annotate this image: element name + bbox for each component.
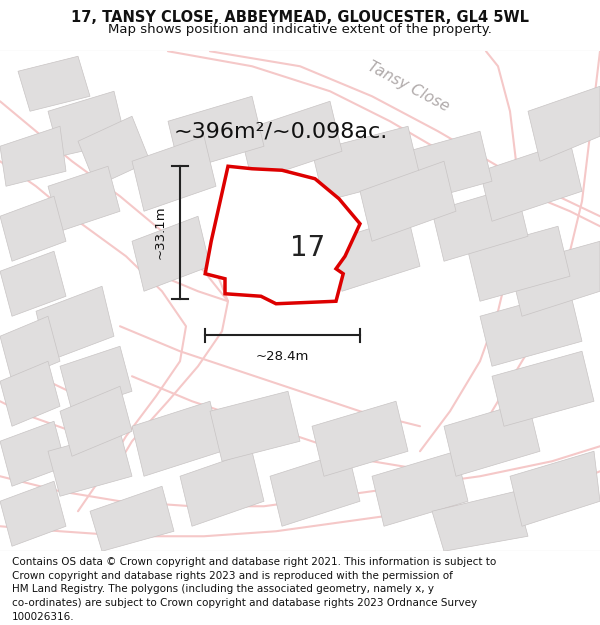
Polygon shape <box>480 141 582 221</box>
Polygon shape <box>372 451 468 526</box>
Polygon shape <box>0 251 66 316</box>
Polygon shape <box>390 131 492 206</box>
Polygon shape <box>78 116 150 186</box>
Polygon shape <box>205 166 360 304</box>
Polygon shape <box>0 196 66 261</box>
Text: ~33.1m: ~33.1m <box>154 206 167 259</box>
Text: 17, TANSY CLOSE, ABBEYMEAD, GLOUCESTER, GL4 5WL: 17, TANSY CLOSE, ABBEYMEAD, GLOUCESTER, … <box>71 10 529 25</box>
Polygon shape <box>480 291 582 366</box>
Text: Map shows position and indicative extent of the property.: Map shows position and indicative extent… <box>108 23 492 36</box>
Polygon shape <box>90 486 174 551</box>
Polygon shape <box>60 346 132 411</box>
Polygon shape <box>528 86 600 161</box>
Polygon shape <box>240 101 342 181</box>
Text: Contains OS data © Crown copyright and database right 2021. This information is : Contains OS data © Crown copyright and d… <box>12 557 496 621</box>
Polygon shape <box>444 401 540 476</box>
Polygon shape <box>228 206 312 281</box>
Polygon shape <box>432 186 528 261</box>
Polygon shape <box>60 386 132 456</box>
Polygon shape <box>312 126 420 201</box>
Polygon shape <box>168 96 264 171</box>
Polygon shape <box>330 216 420 291</box>
Polygon shape <box>0 361 60 426</box>
Polygon shape <box>210 391 300 461</box>
Text: Tansy Close: Tansy Close <box>365 59 451 114</box>
Polygon shape <box>0 481 66 546</box>
Polygon shape <box>18 56 90 111</box>
Polygon shape <box>492 351 594 426</box>
Polygon shape <box>510 241 600 316</box>
Polygon shape <box>48 166 120 231</box>
Text: ~396m²/~0.098ac.: ~396m²/~0.098ac. <box>174 121 388 141</box>
Polygon shape <box>180 451 264 526</box>
Polygon shape <box>132 401 222 476</box>
Polygon shape <box>360 161 456 241</box>
Polygon shape <box>0 421 66 486</box>
Polygon shape <box>48 431 132 496</box>
Text: 17: 17 <box>290 234 325 262</box>
Polygon shape <box>432 491 528 551</box>
Polygon shape <box>510 451 600 526</box>
Polygon shape <box>0 126 66 186</box>
Polygon shape <box>0 316 60 381</box>
Text: ~28.4m: ~28.4m <box>256 350 309 363</box>
Polygon shape <box>270 451 360 526</box>
Polygon shape <box>36 286 114 361</box>
Polygon shape <box>132 216 210 291</box>
Polygon shape <box>132 136 216 211</box>
Polygon shape <box>48 91 126 156</box>
Polygon shape <box>468 226 570 301</box>
Polygon shape <box>312 401 408 476</box>
